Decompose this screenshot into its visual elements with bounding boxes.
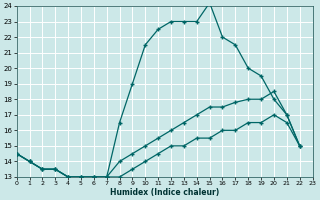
X-axis label: Humidex (Indice chaleur): Humidex (Indice chaleur)	[110, 188, 219, 197]
